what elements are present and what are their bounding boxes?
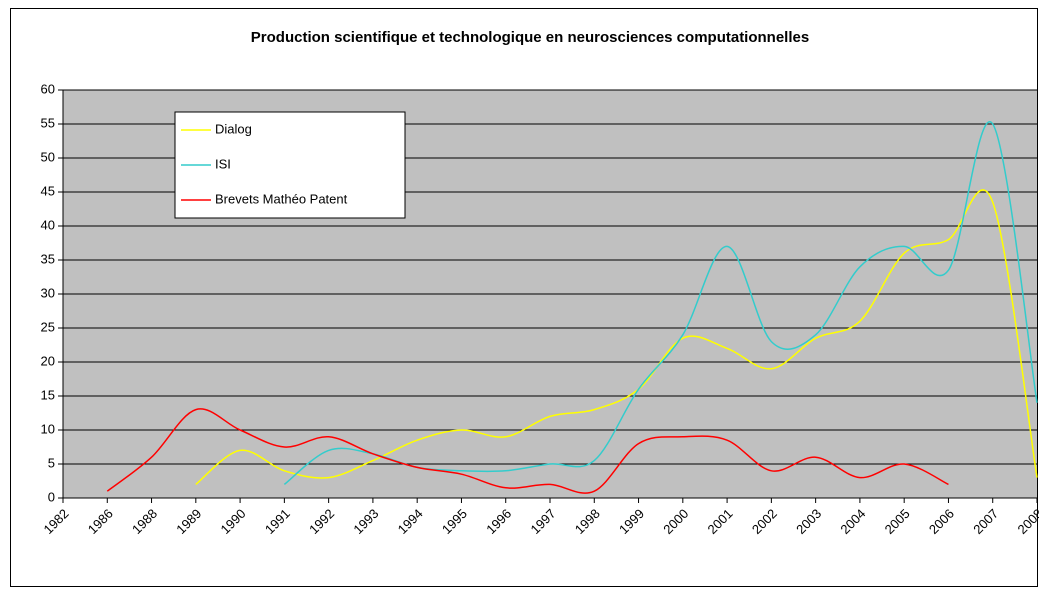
y-tick-label: 30 (41, 285, 55, 300)
y-tick-label: 35 (41, 251, 55, 266)
y-tick-label: 5 (48, 455, 55, 470)
y-tick-label: 60 (41, 81, 55, 96)
y-tick-label: 15 (41, 387, 55, 402)
series-line (195, 189, 1038, 485)
y-tick-label: 10 (41, 421, 55, 436)
chart-title: Production scientifique et technologique… (251, 29, 809, 46)
y-tick-label: 40 (41, 217, 55, 232)
y-tick-label: 20 (41, 353, 55, 368)
y-tick-label: 45 (41, 183, 55, 198)
y-tick-label: 50 (41, 149, 55, 164)
legend-label: Brevets Mathéo Patent (215, 191, 348, 206)
y-tick-label: 0 (48, 489, 55, 504)
legend-label: ISI (215, 156, 231, 171)
y-tick-label: 55 (41, 115, 55, 130)
legend: Dialog ISI Brevets Mathéo Patent (174, 111, 406, 219)
legend-box (174, 111, 406, 219)
legend-label: Dialog (215, 121, 252, 136)
series-line (106, 408, 949, 494)
y-tick-label: 25 (41, 319, 55, 334)
